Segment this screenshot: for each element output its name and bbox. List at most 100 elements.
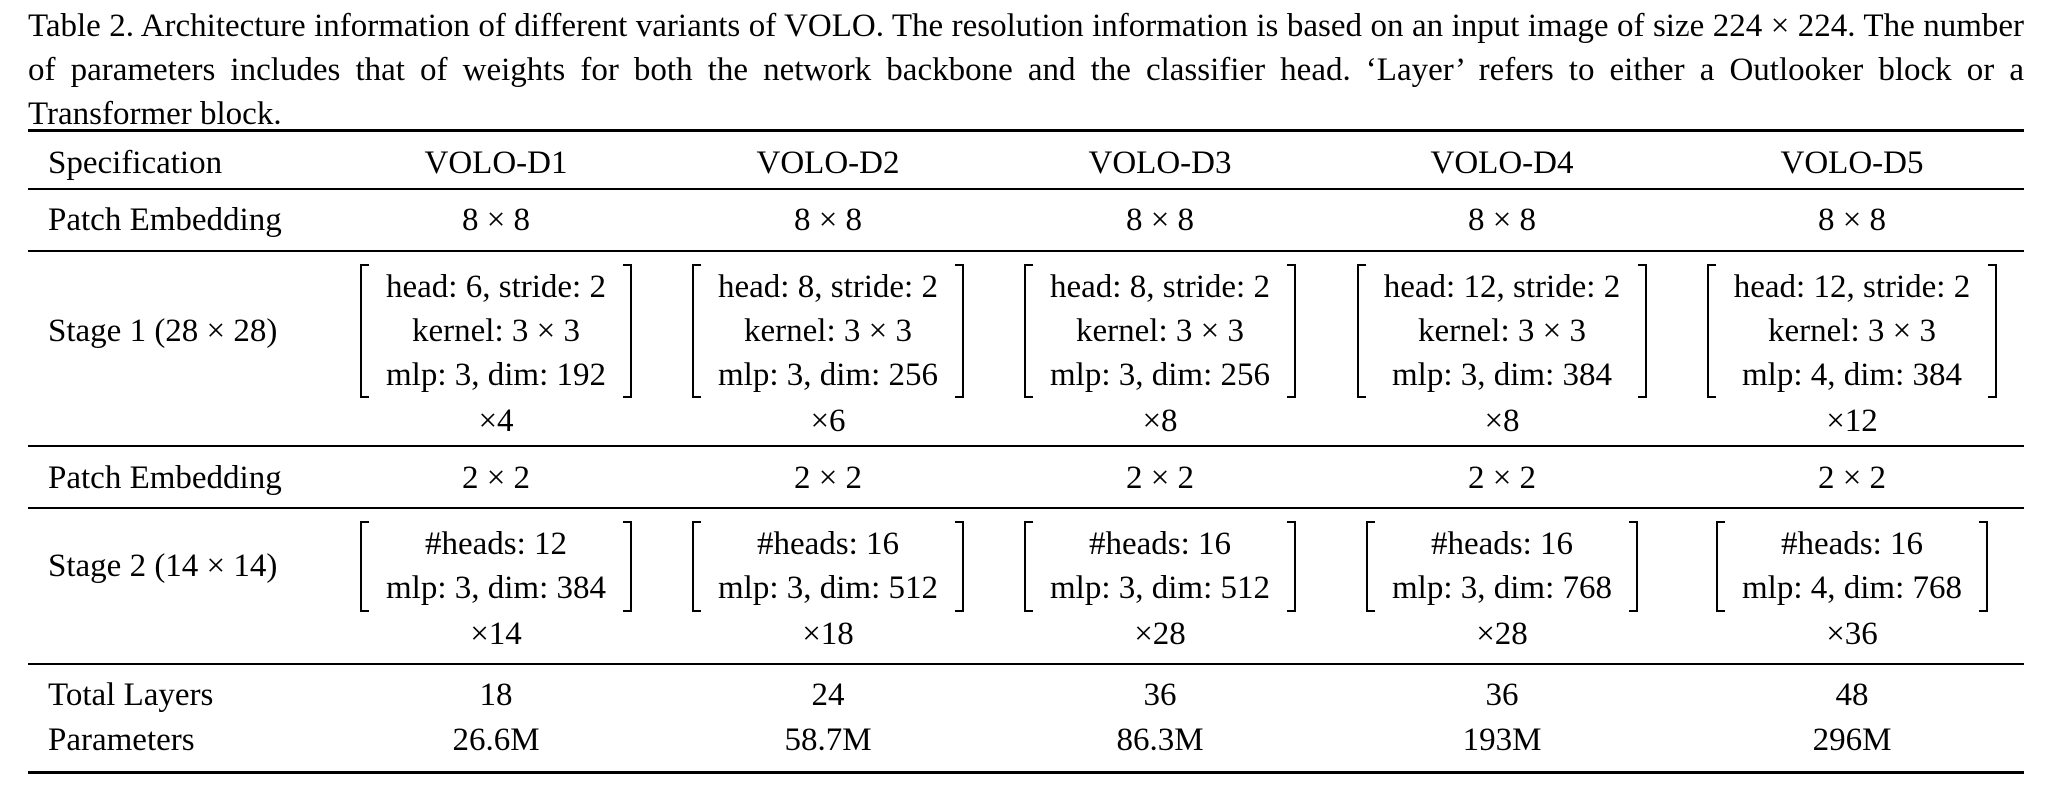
row-label-patch-embedding-2: Patch Embedding xyxy=(48,460,282,496)
total-layers-value: 24 xyxy=(811,677,845,713)
stage-2-param-line: mlp: 4, dim: 768 xyxy=(1741,570,1962,606)
stage-2-matrix: #heads: 16 mlp: 3, dim: 512 xyxy=(1024,521,1296,612)
stage-1-param-line: head: 6, stride: 2 xyxy=(386,269,606,305)
stage-1-repeat: ×6 xyxy=(810,403,846,439)
right-bracket xyxy=(955,264,964,398)
row-rule-4 xyxy=(28,663,2024,665)
stage-1-param-line: kernel: 3 × 3 xyxy=(1076,313,1244,349)
right-bracket xyxy=(623,521,632,612)
stage-1-param-line: kernel: 3 × 3 xyxy=(1768,313,1936,349)
stage-1-param-line: mlp: 3, dim: 256 xyxy=(717,357,938,393)
right-bracket xyxy=(1629,521,1638,612)
stage-2-param-line: mlp: 3, dim: 512 xyxy=(717,570,938,606)
row-label-stage-1: Stage 1 (28 × 28) xyxy=(48,313,278,349)
row-label-parameters: Parameters xyxy=(48,722,195,758)
patch-embedding-2-value: 2 × 2 xyxy=(1467,460,1537,496)
stage-1-matrix: head: 12, stride: 2 kernel: 3 × 3 mlp: 3, … xyxy=(1357,264,1647,398)
stage-2-param-line: #heads: 16 xyxy=(1088,526,1232,562)
right-bracket xyxy=(1988,264,1997,398)
stage-1-param-line: head: 12, stride: 2 xyxy=(1733,269,1971,305)
patch-embedding-1-value: 8 × 8 xyxy=(1467,202,1537,238)
right-bracket xyxy=(623,264,632,398)
stage-2-repeat: ×28 xyxy=(1476,616,1528,652)
stage-1-matrix: head: 6, stride: 2 kernel: 3 × 3 mlp: 3, d… xyxy=(360,264,632,398)
stage-1-param-line: mlp: 3, dim: 192 xyxy=(385,357,606,393)
stage-1-matrix: head: 8, stride: 2 kernel: 3 × 3 mlp: 3, d… xyxy=(692,264,964,398)
patch-embedding-2-value: 2 × 2 xyxy=(793,460,863,496)
stage-2-param-line: mlp: 3, dim: 384 xyxy=(385,570,606,606)
row-rule-2 xyxy=(28,445,2024,447)
patch-embedding-1-value: 8 × 8 xyxy=(793,202,863,238)
stage-1-param-line: kernel: 3 × 3 xyxy=(1418,313,1586,349)
left-bracket xyxy=(1357,264,1366,398)
table-caption: Table 2. Architecture information of dif… xyxy=(28,8,2024,132)
left-bracket xyxy=(1716,521,1725,612)
stage-1-param-line: mlp: 4, dim: 384 xyxy=(1741,357,1962,393)
stage-2-matrix: #heads: 16 mlp: 4, dim: 768 xyxy=(1716,521,1988,612)
total-layers-value: 36 xyxy=(1485,677,1519,713)
stage-2-matrix: #heads: 16 mlp: 3, dim: 512 xyxy=(692,521,964,612)
stage-1-param-line: mlp: 3, dim: 384 xyxy=(1391,357,1612,393)
stage-2-param-line: #heads: 16 xyxy=(756,526,900,562)
stage-2-param-line: #heads: 12 xyxy=(424,526,568,562)
patch-embedding-1-value: 8 × 8 xyxy=(1125,202,1195,238)
header-model-2: VOLO-D2 xyxy=(756,145,900,181)
stage-1-param-line: mlp: 3, dim: 256 xyxy=(1049,357,1270,393)
stage-2-param-line: mlp: 3, dim: 768 xyxy=(1391,570,1612,606)
row-rule-3 xyxy=(28,507,2024,509)
stage-1-param-line: head: 8, stride: 2 xyxy=(718,269,938,305)
patch-embedding-1-value: 8 × 8 xyxy=(1817,202,1887,238)
left-bracket xyxy=(692,521,701,612)
left-bracket xyxy=(1707,264,1716,398)
row-label-stage-2: Stage 2 (14 × 14) xyxy=(48,548,278,584)
total-layers-value: 36 xyxy=(1143,677,1177,713)
row-rule-1 xyxy=(28,250,2024,252)
left-bracket xyxy=(692,264,701,398)
stage-1-matrix: head: 8, stride: 2 kernel: 3 × 3 mlp: 3, d… xyxy=(1024,264,1296,398)
patch-embedding-2-value: 2 × 2 xyxy=(461,460,531,496)
left-bracket xyxy=(360,521,369,612)
header-model-5: VOLO-D5 xyxy=(1780,145,1924,181)
header-model-4: VOLO-D4 xyxy=(1430,145,1574,181)
parameters-value: 58.7M xyxy=(784,722,872,758)
stage-1-repeat: ×12 xyxy=(1826,403,1878,439)
stage-1-param-line: head: 8, stride: 2 xyxy=(1050,269,1270,305)
top-rule xyxy=(28,129,2024,132)
stage-2-matrix: #heads: 16 mlp: 3, dim: 768 xyxy=(1366,521,1638,612)
stage-2-param-line: #heads: 16 xyxy=(1780,526,1924,562)
left-bracket xyxy=(1024,521,1033,612)
stage-2-repeat: ×18 xyxy=(802,616,854,652)
patch-embedding-1-value: 8 × 8 xyxy=(461,202,531,238)
stage-1-repeat: ×8 xyxy=(1484,403,1520,439)
left-bracket xyxy=(360,264,369,398)
parameters-value: 296M xyxy=(1812,722,1892,758)
parameters-value: 86.3M xyxy=(1116,722,1204,758)
total-layers-value: 18 xyxy=(479,677,513,713)
stage-2-repeat: ×14 xyxy=(470,616,522,652)
header-model-3: VOLO-D3 xyxy=(1088,145,1232,181)
patch-embedding-2-value: 2 × 2 xyxy=(1817,460,1887,496)
left-bracket xyxy=(1366,521,1375,612)
right-bracket xyxy=(1287,521,1296,612)
header-model-1: VOLO-D1 xyxy=(424,145,568,181)
stage-2-param-line: mlp: 3, dim: 512 xyxy=(1049,570,1270,606)
right-bracket xyxy=(1638,264,1647,398)
right-bracket xyxy=(1979,521,1988,612)
header-specification: Specification xyxy=(48,145,223,181)
patch-embedding-2-value: 2 × 2 xyxy=(1125,460,1195,496)
row-label-total-layers: Total Layers xyxy=(48,677,214,713)
bottom-rule xyxy=(28,771,2024,774)
stage-1-param-line: kernel: 3 × 3 xyxy=(744,313,912,349)
row-label-patch-embedding-1: Patch Embedding xyxy=(48,202,282,238)
left-bracket xyxy=(1024,264,1033,398)
parameters-value: 26.6M xyxy=(452,722,540,758)
stage-2-param-line: #heads: 16 xyxy=(1430,526,1574,562)
right-bracket xyxy=(1287,264,1296,398)
right-bracket xyxy=(955,521,964,612)
total-layers-value: 48 xyxy=(1835,677,1869,713)
stage-1-repeat: ×8 xyxy=(1142,403,1178,439)
stage-2-repeat: ×36 xyxy=(1826,616,1878,652)
stage-1-param-line: head: 12, stride: 2 xyxy=(1383,269,1621,305)
header-rule xyxy=(28,188,2024,190)
stage-1-matrix: head: 12, stride: 2 kernel: 3 × 3 mlp: 4, … xyxy=(1707,264,1997,398)
